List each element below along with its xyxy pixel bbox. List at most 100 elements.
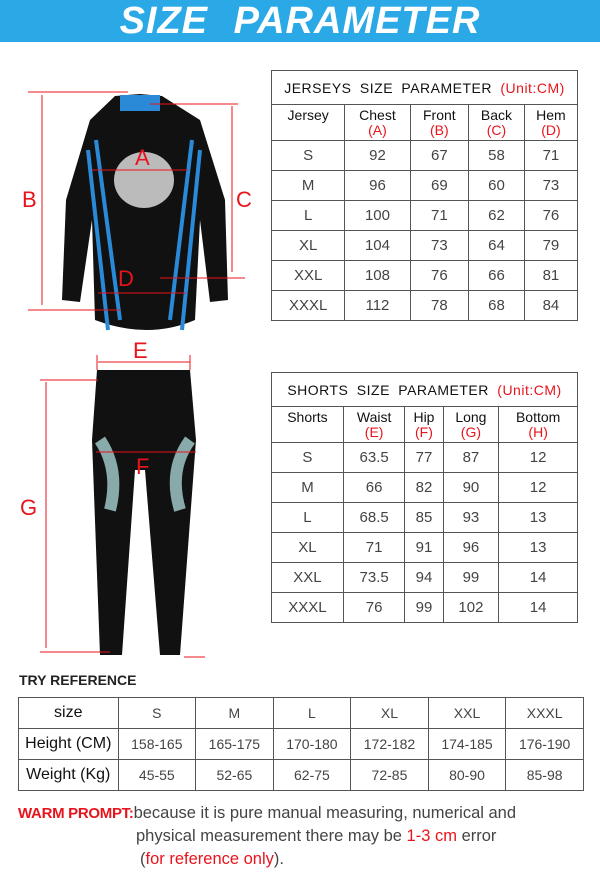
column-header: Front (B) (409, 104, 470, 141)
paren-open: ( (140, 850, 146, 868)
column-code: (A) (368, 122, 387, 138)
table-cell: 73 (523, 170, 579, 201)
shorts-size-table: SHORTS SIZE PARAMETER (Unit:CM) Shorts Wa… (271, 372, 578, 623)
pants-illustration: E F G H (20, 338, 205, 665)
table-cell: XXXL (270, 290, 346, 321)
column-name: Hem (536, 107, 566, 123)
label-h: H (186, 663, 202, 665)
table-cell: 172-182 (350, 728, 429, 760)
table-cell: 174-185 (427, 728, 507, 760)
table-cell: 85 (404, 502, 444, 533)
table-cell: XL (350, 697, 429, 729)
column-header: Bottom (H) (498, 406, 578, 443)
prompt-line1: because it is pure manual measuring, num… (133, 804, 517, 822)
table-row: L 68.5 85 93 13 (271, 502, 578, 533)
table-cell: 45-55 (117, 759, 197, 791)
table-cell: 93 (442, 502, 500, 533)
title-text: JERSEYS SIZE PARAMETER (284, 79, 492, 96)
table-cell: 14 (498, 562, 578, 593)
label-c: C (236, 187, 252, 212)
table-cell: 104 (344, 230, 411, 261)
column-name: Front (422, 107, 456, 123)
table-row: M 66 82 90 12 (271, 472, 578, 503)
table-cell: Height (CM) (18, 728, 119, 760)
table-row: S 92 67 58 71 (270, 140, 579, 171)
table-cell: XXL (271, 562, 344, 593)
table-cell: XXXL (271, 592, 344, 623)
table-cell: 100 (344, 200, 411, 231)
table-cell: XXL (427, 697, 507, 729)
table-row: Height (CM) 158-165 165-175 170-180 172-182 1… (18, 728, 584, 760)
warm-prompt: WARM PROMPT:because it is pure manual me… (18, 802, 516, 871)
table-cell: 90 (442, 472, 500, 503)
table-row: M 96 69 60 73 (270, 170, 579, 201)
table-cell: size (18, 697, 119, 729)
table-cell: XXXL (505, 697, 584, 729)
paren-close: ). (273, 850, 284, 868)
column-name: Waist (356, 409, 392, 425)
table-row: XXXL 112 78 68 84 (270, 290, 579, 321)
prompt-error-range: 1-3 cm (406, 827, 457, 845)
table-cell: L (271, 502, 344, 533)
table-cell: XL (270, 230, 346, 261)
table-cell: 170-180 (272, 728, 352, 760)
table-cell: 71 (409, 200, 470, 231)
jersey-size-table: JERSEYS SIZE PARAMETER (Unit:CM) Jersey C… (270, 70, 579, 321)
table-cell: 60 (468, 170, 525, 201)
table-cell: 67 (409, 140, 470, 171)
table-cell: M (270, 170, 346, 201)
column-name: Back (480, 107, 513, 123)
table-cell: XXL (270, 260, 346, 291)
column-code: (D) (541, 122, 561, 138)
table-row: S 63.5 77 87 12 (271, 442, 578, 473)
table-row: Weight (Kg) 45-55 52-65 62-75 72-85 80-90 85-9… (18, 759, 584, 791)
table-cell: 92 (344, 140, 411, 171)
table-cell: L (272, 697, 352, 729)
column-code: (G) (460, 424, 482, 440)
table-row: XXL 73.5 94 99 14 (271, 562, 578, 593)
label-g: G (20, 495, 37, 520)
try-reference-title: TRY REFERENCE (19, 672, 137, 688)
column-name: Chest (359, 107, 396, 123)
table-cell: S (271, 442, 344, 473)
table-cell: XL (271, 532, 344, 563)
table-row: XL 104 73 64 79 (270, 230, 579, 261)
column-header: Hem (D) (523, 104, 579, 141)
table-cell: 85-98 (505, 759, 584, 791)
table-cell: 12 (498, 442, 578, 473)
table-cell: 76 (409, 260, 470, 291)
unit-text: (Unit:CM) (497, 381, 562, 398)
table-cell: 82 (404, 472, 444, 503)
table-cell: 94 (404, 562, 444, 593)
table-cell: 80-90 (427, 759, 507, 791)
table-cell: 91 (404, 532, 444, 563)
table-cell: 52-65 (195, 759, 274, 791)
table-cell: 158-165 (117, 728, 197, 760)
banner-title: SIZE PARAMETER (0, 0, 600, 42)
label-f: F (136, 454, 149, 479)
column-code: (C) (486, 122, 507, 138)
label-a: A (135, 145, 150, 170)
table-cell: 68 (468, 290, 525, 321)
table-cell: 99 (404, 592, 444, 623)
table-cell: 76 (523, 200, 579, 231)
table-cell: 84 (523, 290, 579, 321)
table-cell: 73 (409, 230, 470, 261)
table-cell: 76 (342, 592, 406, 623)
table-row: XXL 108 76 66 81 (270, 260, 579, 291)
column-name: Bottom (515, 409, 561, 425)
table-cell: 77 (404, 442, 444, 473)
jersey-illustration: A B C D (22, 91, 252, 331)
table-cell: 13 (498, 532, 578, 563)
column-header: Jersey (270, 104, 346, 141)
table-cell: 81 (523, 260, 579, 291)
column-name: Jersey (287, 107, 329, 123)
table-cell: 68.5 (342, 502, 406, 533)
column-code: (E) (364, 424, 384, 440)
table-cell: M (271, 472, 344, 503)
table-cell: 96 (442, 532, 500, 563)
title-text: SHORTS SIZE PARAMETER (287, 381, 489, 398)
table-cell: 176-190 (505, 728, 584, 760)
table-cell: 72-85 (350, 759, 429, 791)
table-cell: L (270, 200, 346, 231)
